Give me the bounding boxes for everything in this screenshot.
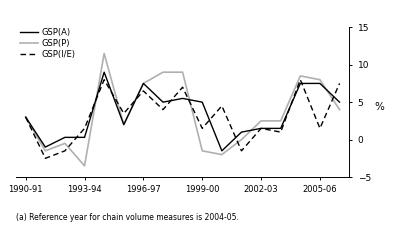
Legend: GSP(A), GSP(P), GSP(I/E): GSP(A), GSP(P), GSP(I/E) (20, 28, 76, 59)
GSP(A) (141, 82, 146, 85)
GSP(I/E) (82, 127, 87, 130)
GSP(P) (259, 120, 264, 122)
GSP(I/E) (220, 104, 224, 107)
GSP(A) (23, 116, 28, 118)
GSP(A) (121, 123, 126, 126)
GSP(P) (82, 164, 87, 167)
GSP(P) (200, 150, 204, 152)
GSP(A) (239, 131, 244, 133)
GSP(I/E) (121, 112, 126, 115)
GSP(A) (63, 136, 67, 139)
GSP(P) (278, 120, 283, 122)
GSP(P) (121, 123, 126, 126)
GSP(I/E) (259, 127, 264, 130)
Line: GSP(I/E): GSP(I/E) (26, 80, 339, 158)
GSP(A) (220, 150, 224, 152)
GSP(A) (259, 127, 264, 130)
Line: GSP(A): GSP(A) (26, 72, 339, 151)
GSP(I/E) (102, 78, 106, 81)
GSP(A) (161, 101, 166, 104)
GSP(I/E) (298, 78, 303, 81)
GSP(I/E) (141, 90, 146, 92)
GSP(P) (63, 142, 67, 145)
GSP(I/E) (278, 131, 283, 133)
GSP(A) (298, 82, 303, 85)
Line: GSP(P): GSP(P) (26, 54, 339, 166)
GSP(I/E) (200, 127, 204, 130)
GSP(A) (318, 82, 322, 85)
GSP(I/E) (161, 108, 166, 111)
GSP(A) (43, 146, 48, 148)
GSP(P) (141, 82, 146, 85)
GSP(A) (278, 127, 283, 130)
GSP(P) (220, 153, 224, 156)
GSP(I/E) (23, 116, 28, 118)
GSP(I/E) (337, 82, 342, 85)
GSP(P) (239, 138, 244, 141)
GSP(P) (337, 108, 342, 111)
GSP(P) (43, 150, 48, 152)
GSP(A) (200, 101, 204, 104)
GSP(I/E) (63, 150, 67, 152)
GSP(I/E) (318, 127, 322, 130)
GSP(A) (82, 136, 87, 139)
GSP(I/E) (43, 157, 48, 160)
GSP(P) (318, 78, 322, 81)
GSP(A) (337, 101, 342, 104)
GSP(P) (180, 71, 185, 74)
GSP(I/E) (239, 150, 244, 152)
Text: (a) Reference year for chain volume measures is 2004-05.: (a) Reference year for chain volume meas… (16, 213, 239, 222)
Y-axis label: %: % (374, 102, 384, 112)
GSP(A) (180, 97, 185, 100)
GSP(P) (23, 116, 28, 118)
GSP(A) (102, 71, 106, 74)
GSP(P) (161, 71, 166, 74)
GSP(P) (102, 52, 106, 55)
GSP(P) (298, 74, 303, 77)
GSP(I/E) (180, 86, 185, 89)
